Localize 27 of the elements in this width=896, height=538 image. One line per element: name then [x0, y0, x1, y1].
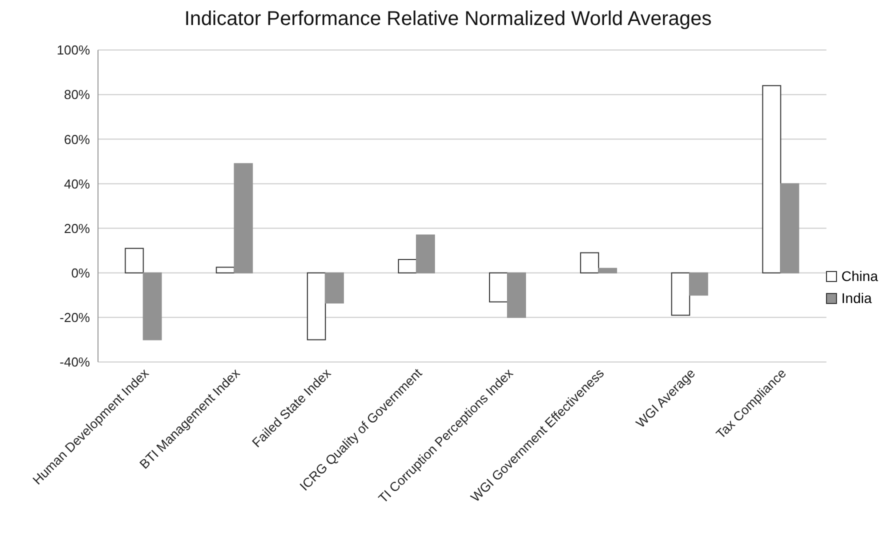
bar	[234, 163, 253, 274]
bar	[416, 234, 435, 274]
bar	[124, 248, 144, 274]
chart-title: Indicator Performance Relative Normalized World Averages	[183, 8, 713, 32]
bar	[489, 272, 508, 302]
y-tick-label: 0%	[71, 265, 90, 280]
bar	[598, 268, 618, 274]
y-tick-label: 20%	[64, 220, 90, 236]
y-tick-label: 60%	[64, 132, 90, 147]
y-tick-label: 40%	[64, 176, 90, 192]
bar	[689, 272, 708, 296]
bar	[306, 272, 326, 340]
y-tick-label: 100%	[56, 42, 90, 58]
bar	[398, 258, 417, 274]
y-tick-label: 80%	[64, 87, 90, 102]
bar	[324, 272, 344, 304]
bar	[762, 85, 782, 274]
bar	[142, 272, 162, 340]
legend-label: India	[841, 290, 872, 306]
bar	[671, 272, 690, 316]
y-tick-label: -20%	[60, 310, 90, 326]
y-tick-label: -40%	[60, 354, 90, 370]
bar	[507, 272, 526, 318]
bar	[780, 183, 800, 274]
bar	[580, 252, 600, 274]
bar	[216, 266, 235, 274]
legend-label: China	[841, 268, 878, 284]
